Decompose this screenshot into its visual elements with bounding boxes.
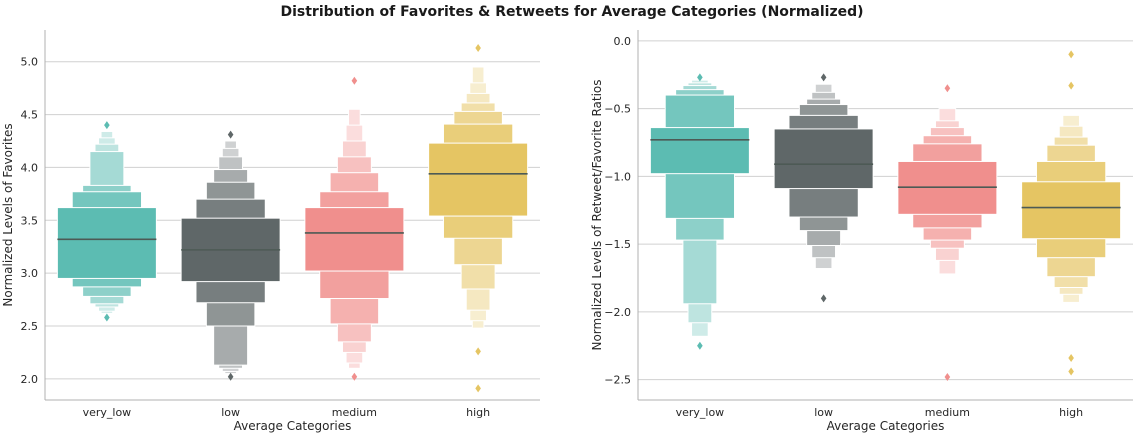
box-level-1	[773, 128, 874, 190]
ytick-label: 2.5	[21, 320, 39, 333]
outlier-point	[820, 73, 827, 82]
box-level-1	[428, 142, 529, 217]
xtick-label: high	[1059, 406, 1083, 419]
outlier-point	[697, 73, 703, 82]
y-axis-label: Normalized Levels of Favorites	[1, 123, 15, 306]
box-level-1	[304, 207, 405, 272]
outlier-point	[944, 372, 951, 381]
xtick-label: medium	[925, 406, 970, 419]
x-axis-label: Average Categories	[827, 419, 945, 433]
ytick-label: −2.0	[604, 306, 631, 319]
outlier-point	[351, 76, 358, 85]
outlier-point	[227, 372, 234, 381]
outlier-point	[820, 294, 827, 303]
ytick-label: 0.0	[614, 35, 632, 48]
series-high	[1021, 50, 1122, 376]
ytick-label: −1.5	[604, 238, 631, 251]
ytick-label: 3.5	[21, 214, 39, 227]
x-axis-label: Average Categories	[234, 419, 352, 433]
ytick-label: 2.0	[21, 373, 39, 386]
xtick-label: very_low	[83, 406, 132, 419]
series-high	[428, 43, 529, 393]
series-low	[180, 130, 281, 381]
xtick-label: medium	[332, 406, 377, 419]
outlier-point	[944, 84, 951, 93]
outlier-point	[1068, 81, 1074, 90]
xtick-label: very_low	[676, 406, 725, 419]
outlier-point	[475, 43, 481, 52]
series-low	[773, 73, 874, 303]
outlier-point	[1068, 353, 1074, 362]
outlier-point	[351, 372, 358, 381]
ytick-label: 3.0	[21, 267, 39, 280]
ytick-label: −0.5	[604, 103, 631, 116]
series-very_low	[56, 121, 157, 322]
series-medium	[897, 84, 998, 381]
outlier-point	[227, 130, 234, 139]
chart-1: 2.0 2.5 3.0 3.5 4.0 4.5 5.0 very_low low medium hi…	[1, 30, 540, 433]
y-axis-label: Normalized Levels of Retweet/Favorite Ra…	[590, 79, 604, 350]
ytick-label: −2.5	[604, 374, 631, 387]
outlier-point	[475, 347, 481, 356]
xtick-label: high	[466, 406, 490, 419]
outlier-point	[104, 121, 110, 130]
box-level-1	[649, 127, 750, 175]
xtick-label: low	[814, 406, 833, 419]
series-medium	[304, 76, 405, 381]
outlier-point	[104, 313, 110, 322]
outlier-point	[1068, 367, 1074, 376]
ytick-label: 4.5	[21, 109, 39, 122]
ytick-label: 5.0	[21, 56, 39, 69]
figure-title: Distribution of Favorites & Retweets for…	[280, 4, 864, 20]
series-very_low	[649, 73, 750, 350]
outlier-point	[1068, 50, 1074, 59]
outlier-point	[697, 341, 703, 350]
box-level-1	[1021, 181, 1122, 240]
box-level-1	[56, 207, 157, 279]
ytick-label: 4.0	[21, 161, 39, 174]
xtick-label: low	[221, 406, 240, 419]
ytick-label: −1.0	[604, 170, 631, 183]
chart-2: −2.5 −2.0 −1.5 −1.0 −0.5 0.0 very_low low medium…	[590, 30, 1133, 433]
outlier-point	[475, 384, 481, 393]
